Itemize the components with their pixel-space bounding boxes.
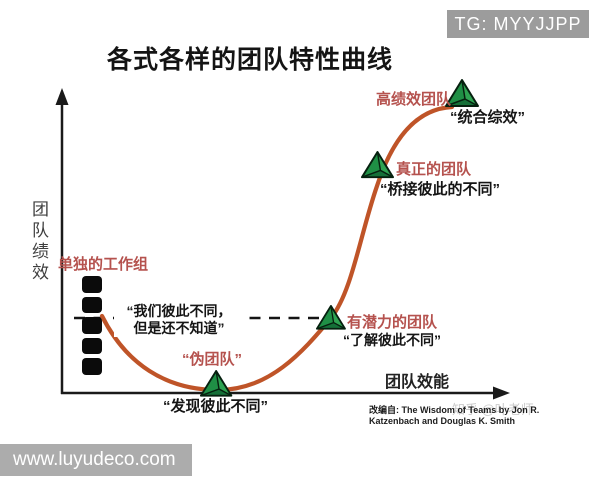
x-axis-label: 团队效能	[385, 374, 450, 391]
source-attribution-line2: Katzenbach and Douglas K. Smith	[369, 416, 516, 426]
source-attribution-line1: 改编自: The Wisdom of Teams by Jon R.	[369, 405, 540, 415]
working-group-members-icon	[82, 276, 102, 375]
high-performance-team-triangle-icon	[445, 79, 479, 107]
zhihu-watermark: 知乎 @叶老师	[452, 402, 534, 417]
stage-quote-real-team: “桥接彼此的不同”	[380, 181, 501, 198]
dashed-line-annotation-line1: “我们彼此不同，	[126, 303, 232, 319]
footer-url-text: www.luyudeco.com	[13, 449, 176, 470]
stage-quote-pseudo-team: “发现彼此不同”	[163, 398, 269, 415]
stage-quote-potential-team: “了解彼此不同”	[343, 332, 441, 348]
stage-quote-high-performance-team: “统合综效”	[450, 109, 526, 126]
stage-label-real-team: 真正的团队	[396, 161, 472, 178]
stage-label-pseudo-team: “伪团队”	[182, 351, 243, 368]
tg-watermark-badge: TG: MYYJJPP	[447, 10, 589, 38]
pseudo-team-triangle-icon	[200, 370, 233, 397]
member-square-icon	[82, 296, 102, 313]
stage-label-working-group: 单独的工作组	[58, 256, 149, 273]
footer-url-bar: www.luyudeco.com	[0, 444, 192, 476]
x-axis-arrow-icon	[493, 386, 510, 400]
y-axis-arrow-icon	[55, 88, 69, 105]
potential-team-triangle-icon	[316, 305, 346, 330]
y-axis-label: 团队绩效	[29, 200, 48, 284]
real-team-triangle-icon	[361, 151, 394, 179]
source-attribution: 改编自: The Wisdom of Teams by Jon R. Katze…	[369, 405, 579, 427]
dashed-line-annotation: “我们彼此不同， 但是还不知道”	[114, 303, 244, 337]
member-square-icon	[82, 317, 102, 334]
member-square-icon	[82, 358, 102, 375]
stage-label-high-performance-team: 高绩效团队	[376, 91, 452, 108]
page-title: 各式各样的团队特性曲线	[106, 46, 393, 74]
member-square-icon	[82, 276, 102, 293]
stage-label-potential-team: 有潜力的团队	[347, 314, 438, 331]
member-square-icon	[82, 337, 102, 354]
dashed-line-annotation-line2: 但是还不知道”	[133, 320, 225, 336]
